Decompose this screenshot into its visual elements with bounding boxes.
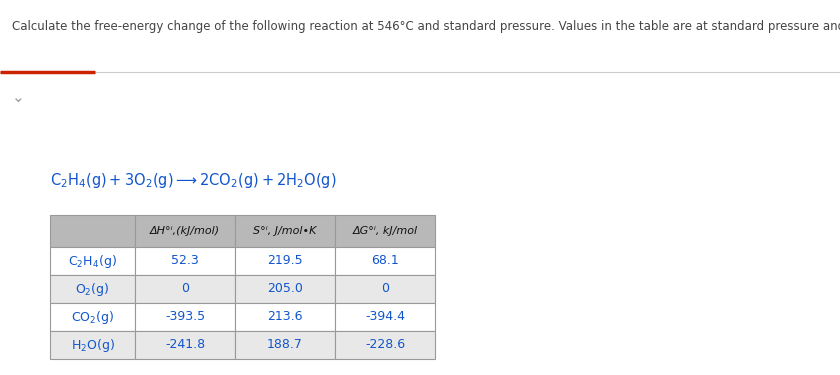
FancyBboxPatch shape [335, 215, 435, 247]
Text: 68.1: 68.1 [371, 255, 399, 267]
FancyBboxPatch shape [335, 247, 435, 275]
Text: 213.6: 213.6 [267, 310, 302, 324]
FancyBboxPatch shape [335, 331, 435, 359]
FancyBboxPatch shape [235, 303, 335, 331]
Text: -228.6: -228.6 [365, 339, 405, 351]
FancyBboxPatch shape [135, 215, 235, 247]
Text: -394.4: -394.4 [365, 310, 405, 324]
Text: $\mathsf{C_2H_4(g)+3O_2(g) \longrightarrow 2CO_2(g)+2H_2O(g)}$: $\mathsf{C_2H_4(g)+3O_2(g) \longrightarr… [50, 171, 337, 190]
Text: $\mathsf{H_2O(g)}$: $\mathsf{H_2O(g)}$ [71, 336, 114, 354]
FancyBboxPatch shape [235, 247, 335, 275]
FancyBboxPatch shape [135, 331, 235, 359]
Text: 219.5: 219.5 [267, 255, 302, 267]
Text: 188.7: 188.7 [267, 339, 303, 351]
FancyBboxPatch shape [235, 215, 335, 247]
FancyBboxPatch shape [235, 275, 335, 303]
FancyBboxPatch shape [135, 247, 235, 275]
Text: 52.3: 52.3 [171, 255, 199, 267]
FancyBboxPatch shape [335, 303, 435, 331]
FancyBboxPatch shape [135, 275, 235, 303]
Text: $\mathsf{O_2(g)}$: $\mathsf{O_2(g)}$ [76, 280, 110, 297]
Text: $\mathsf{C_2H_4(g)}$: $\mathsf{C_2H_4(g)}$ [68, 252, 117, 270]
FancyBboxPatch shape [335, 275, 435, 303]
FancyBboxPatch shape [50, 331, 135, 359]
FancyBboxPatch shape [235, 331, 335, 359]
Text: ΔG°ⁱ, kJ/mol: ΔG°ⁱ, kJ/mol [353, 226, 417, 236]
Text: -393.5: -393.5 [165, 310, 205, 324]
FancyBboxPatch shape [135, 303, 235, 331]
FancyBboxPatch shape [50, 275, 135, 303]
FancyBboxPatch shape [50, 303, 135, 331]
Text: 205.0: 205.0 [267, 282, 303, 296]
Text: 0: 0 [381, 282, 389, 296]
FancyBboxPatch shape [50, 247, 135, 275]
Text: S°ⁱ, J/mol•K: S°ⁱ, J/mol•K [254, 226, 317, 236]
Text: ⌄: ⌄ [12, 90, 24, 105]
Text: ΔH°ⁱ,(kJ/mol): ΔH°ⁱ,(kJ/mol) [150, 226, 220, 236]
Text: Calculate the free-energy change of the following reaction at 546°C and standard: Calculate the free-energy change of the … [12, 20, 840, 33]
Text: 0: 0 [181, 282, 189, 296]
FancyBboxPatch shape [50, 215, 135, 247]
Text: $\mathsf{CO_2(g)}$: $\mathsf{CO_2(g)}$ [71, 309, 114, 326]
Text: -241.8: -241.8 [165, 339, 205, 351]
